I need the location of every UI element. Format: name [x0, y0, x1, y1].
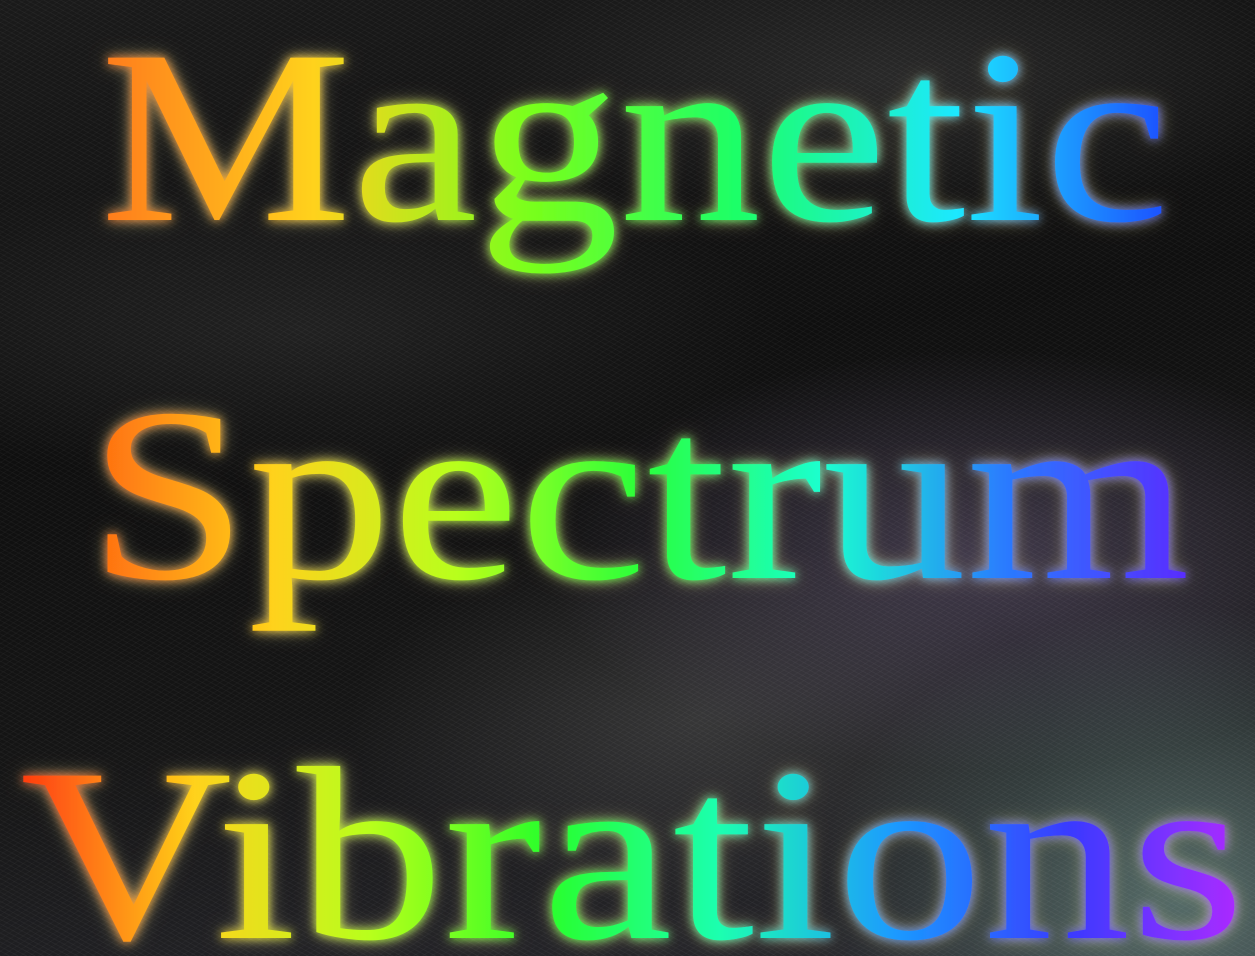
title-line-vibrations: Vibrations	[20, 717, 1245, 956]
title-line-magnetic: Magnetic	[100, 0, 1170, 274]
title-line-spectrum: Spectrum	[88, 357, 1190, 632]
